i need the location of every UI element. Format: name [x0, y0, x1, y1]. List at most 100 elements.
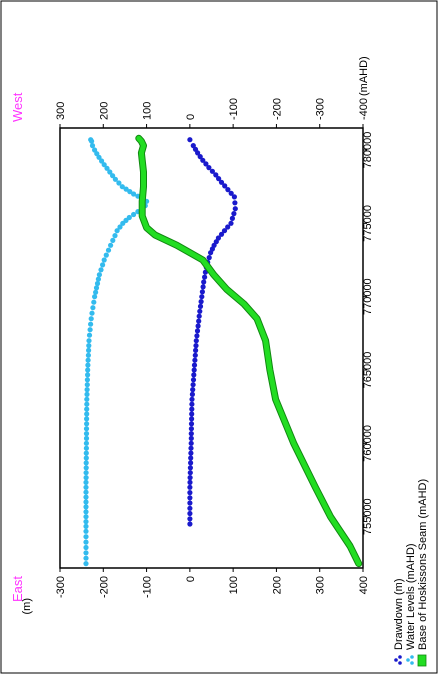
water-levels-mahd-point: [89, 143, 96, 149]
base-of-hoskissons-seam-mahd-band: [136, 135, 362, 567]
water-levels-mahd-point: [83, 544, 89, 551]
drawdown-m-point: [192, 352, 198, 358]
water-levels-mahd-point: [85, 352, 91, 358]
water-levels-mahd-point: [83, 523, 89, 530]
water-levels-mahd-point: [93, 289, 99, 295]
drawdown-m-point: [196, 318, 202, 324]
water-levels-mahd-point: [83, 514, 89, 520]
water-levels-mahd-point: [117, 224, 123, 230]
drawdown-m-point: [187, 137, 193, 143]
drawdown-m-point: [192, 357, 198, 363]
drawdown-m-point: [216, 176, 222, 182]
water-levels-mahd-point: [96, 272, 102, 278]
axes-layer: 755000 760000 765000 770000 775000 780000 -300…: [10, 56, 374, 614]
water-levels-mahd-point: [131, 191, 137, 197]
drawdown-m-point: [218, 179, 225, 185]
water-levels-mahd-point: [83, 550, 89, 556]
legend-label: Water Levels (mAHD): [405, 543, 417, 650]
water-levels-mahd-point: [83, 465, 89, 471]
water-levels-mahd-point: [112, 176, 118, 182]
water-levels-mahd-point: [83, 426, 90, 432]
east-direction-label: East: [10, 576, 25, 602]
left-axis-tick-label: 100: [228, 576, 240, 594]
drawdown-m-point: [191, 372, 197, 378]
water-levels-mahd-point: [84, 401, 90, 407]
drawdown-m-point: [188, 421, 195, 427]
water-levels-mahd-point: [85, 362, 91, 368]
drawdown-m-point: [187, 521, 193, 527]
drawdown-m-point: [188, 460, 194, 466]
x-tick-label: 765000: [362, 352, 374, 389]
drawdown-m-point: [193, 347, 199, 353]
water-levels-mahd-point: [110, 237, 116, 243]
x-tick-label: 775000: [362, 205, 374, 242]
drawdown-m-point: [187, 470, 193, 476]
water-levels-mahd-point: [98, 267, 104, 273]
drawdown-m-point: [209, 168, 215, 174]
water-levels-mahd-point: [86, 347, 92, 353]
water-levels-mahd-point: [84, 396, 90, 402]
drawdown-m-point: [189, 416, 195, 422]
drawdown-m-point: [188, 450, 194, 456]
water-levels-mahd-point: [112, 233, 118, 239]
water-levels-mahd-point: [83, 534, 89, 540]
drawdown-m-point: [221, 228, 228, 234]
drawdown-m-point: [190, 387, 196, 393]
water-levels-mahd-point: [87, 327, 93, 333]
legend-swatch-dot: [406, 658, 410, 662]
drawdown-m-point: [206, 255, 212, 261]
right-axis-tick-label: -200: [271, 98, 283, 120]
right-axis-tick-label: 200: [98, 102, 110, 120]
drawdown-m-point: [187, 475, 193, 481]
west-direction-label: West: [10, 92, 25, 122]
left-axis-tick-label: -300: [55, 576, 67, 598]
water-levels-mahd-point: [110, 173, 116, 179]
plot-frame: [59, 127, 364, 569]
drawdown-m-point: [199, 294, 205, 300]
drawdown-m-point: [202, 274, 208, 280]
water-levels-mahd-point: [83, 460, 89, 466]
water-levels-mahd-point: [88, 321, 94, 327]
drawdown-m-point: [187, 510, 193, 517]
right-axis-tick-label: 100: [142, 102, 154, 120]
left-axis-tick-label: 300: [315, 576, 327, 594]
water-levels-mahd-point: [83, 561, 89, 567]
water-levels-mahd-point: [83, 479, 89, 485]
right-axis-tick-label: 0: [185, 114, 197, 120]
drawdown-m-point: [232, 200, 238, 206]
drawdown-m-point: [196, 313, 202, 319]
drawdown-m-point: [222, 183, 228, 189]
legend-label: Base of Hoskissons Seam (mAHD): [417, 479, 429, 650]
drawdown-m-point: [229, 215, 235, 221]
left-axis-tick-label: 200: [271, 576, 283, 594]
drawdown-m-point: [189, 406, 195, 412]
drawdown-m-point: [203, 161, 209, 167]
water-levels-mahd-point: [114, 228, 120, 234]
water-levels-mahd-point: [84, 391, 90, 397]
drawdown-m-point: [188, 440, 194, 446]
water-levels-mahd-point: [83, 435, 90, 441]
water-levels-mahd-point: [86, 332, 93, 338]
right-axis-tick-label: -100: [228, 98, 240, 120]
left-axis-tick-label: 400: [358, 576, 370, 594]
right-axis-tick-label: -300: [315, 98, 327, 120]
water-levels-mahd-point: [89, 310, 95, 316]
x-tick-label: 770000: [362, 278, 374, 315]
legend-swatch-band: [417, 654, 427, 667]
drawdown-m-point: [190, 377, 197, 383]
water-levels-mahd-point: [131, 211, 137, 218]
drawdown-m-point: [197, 303, 204, 309]
left-axis-label: (m): [21, 598, 33, 615]
drawdown-m-point: [232, 206, 238, 212]
water-levels-mahd-point: [84, 421, 90, 427]
legend-swatch-dot: [398, 661, 402, 665]
water-levels-mahd-point: [86, 338, 92, 344]
legend-swatch-dot: [394, 658, 398, 662]
drawdown-m-point: [188, 426, 194, 432]
water-levels-mahd-point: [92, 294, 98, 300]
water-levels-mahd-point: [85, 367, 91, 373]
water-levels-mahd-point: [93, 285, 100, 291]
plot-layer: [83, 134, 363, 568]
drawdown-m-point: [225, 224, 231, 230]
